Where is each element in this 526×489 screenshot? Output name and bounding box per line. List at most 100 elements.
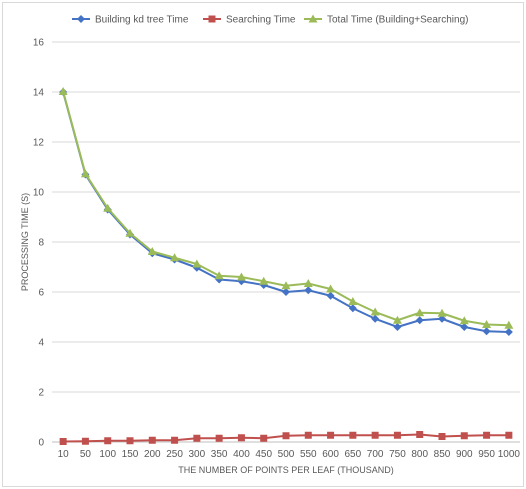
y-tick-label: 16	[33, 38, 45, 49]
x-tick-label: 350	[211, 449, 228, 460]
data-point	[58, 87, 68, 95]
legend-swatch-marker	[77, 15, 85, 23]
x-tick-label: 900	[456, 449, 473, 460]
data-point	[393, 323, 402, 331]
data-point	[505, 431, 513, 439]
y-tick-label: 0	[38, 438, 44, 449]
data-point	[504, 320, 514, 329]
data-point	[327, 431, 335, 439]
data-point	[460, 323, 469, 331]
x-tick-label: 850	[434, 449, 451, 460]
legend-label: Building kd tree Time	[95, 15, 189, 26]
data-point	[438, 433, 446, 440]
data-point	[437, 308, 447, 317]
x-tick-label: 550	[300, 449, 317, 460]
legend-label: Searching Time	[226, 15, 296, 26]
data-point	[171, 436, 179, 444]
x-tick-label: 650	[345, 449, 362, 460]
data-point	[259, 276, 269, 285]
data-point	[80, 169, 90, 178]
gridlines	[52, 41, 520, 443]
data-point	[371, 431, 379, 439]
y-tick-label: 14	[33, 88, 45, 99]
x-tick-label: 1000	[498, 449, 521, 460]
data-point	[393, 431, 401, 439]
data-point	[103, 203, 113, 212]
data-point	[192, 259, 202, 268]
legend-swatch-marker	[308, 14, 318, 23]
y-tick-label: 12	[33, 138, 45, 149]
data-point	[214, 271, 224, 280]
data-point	[236, 272, 246, 281]
data-point	[415, 316, 424, 325]
x-tick-label: 700	[367, 449, 384, 460]
series-1	[59, 88, 513, 336]
data-point	[260, 434, 268, 442]
y-tick-label: 2	[38, 388, 44, 399]
data-point	[147, 247, 157, 255]
x-axis-title: THE NUMBER OF POINTS PER LEAF (THOUSAND)	[178, 465, 394, 475]
data-point	[304, 431, 312, 439]
series-2	[59, 431, 513, 445]
x-tick-label: 150	[122, 449, 139, 460]
x-tick-label: 500	[278, 449, 295, 460]
x-axis-ticks: 10 50 100 150 200 250 300 350 400 450 500 550 600 650…	[58, 449, 521, 460]
y-axis-title: PROCESSING TIME (S)	[20, 193, 30, 291]
data-point	[482, 327, 491, 336]
data-point	[482, 320, 492, 328]
legend-item: Building kd tree Time	[72, 15, 189, 26]
data-point	[304, 286, 313, 295]
data-point	[326, 291, 335, 300]
x-tick-label: 10	[58, 449, 70, 460]
data-point	[59, 438, 67, 445]
x-tick-label: 100	[99, 449, 116, 460]
x-tick-label: 50	[80, 449, 92, 460]
data-point	[104, 437, 112, 445]
data-point	[459, 316, 469, 325]
data-point	[282, 288, 290, 296]
data-point	[282, 432, 290, 440]
y-tick-label: 8	[38, 238, 44, 249]
legend-item: Total Time (Building+Searching)	[304, 14, 468, 26]
data-point	[483, 431, 491, 439]
x-tick-label: 400	[233, 449, 250, 460]
y-tick-label: 4	[38, 338, 44, 349]
x-tick-label: 300	[189, 449, 206, 460]
x-tick-label: 200	[144, 449, 161, 460]
y-axis-ticks: 0 2 4 6 8 10 12 14 16	[33, 38, 45, 449]
legend-label: Total Time (Building+Searching)	[327, 15, 468, 26]
data-point	[125, 228, 135, 237]
x-tick-label: 450	[255, 449, 272, 460]
data-point	[215, 434, 223, 442]
y-tick-label: 6	[38, 288, 44, 299]
series-layer	[58, 87, 514, 445]
legend-swatch-marker	[208, 15, 216, 23]
data-point	[326, 284, 336, 293]
x-tick-label: 800	[411, 449, 428, 460]
data-point	[349, 431, 357, 439]
data-point	[370, 307, 380, 316]
legend-item: Searching Time	[203, 15, 296, 26]
data-point	[303, 279, 313, 287]
data-point	[415, 308, 425, 317]
x-tick-label: 750	[389, 449, 406, 460]
data-point	[81, 437, 89, 445]
data-point	[126, 437, 134, 445]
data-point	[170, 253, 180, 262]
data-point	[416, 431, 424, 438]
series-3	[58, 87, 514, 329]
data-point	[237, 434, 245, 442]
data-point	[348, 304, 357, 313]
data-point	[504, 328, 513, 336]
data-point	[371, 314, 380, 323]
y-tick-label: 10	[33, 188, 45, 199]
data-point	[392, 315, 402, 324]
x-tick-label: 950	[478, 449, 495, 460]
data-point	[348, 297, 358, 305]
x-tick-label: 250	[166, 449, 183, 460]
legend: Building kd tree Time Searching Time Total…	[72, 14, 468, 26]
data-point	[460, 432, 468, 440]
x-tick-label: 600	[322, 449, 339, 460]
